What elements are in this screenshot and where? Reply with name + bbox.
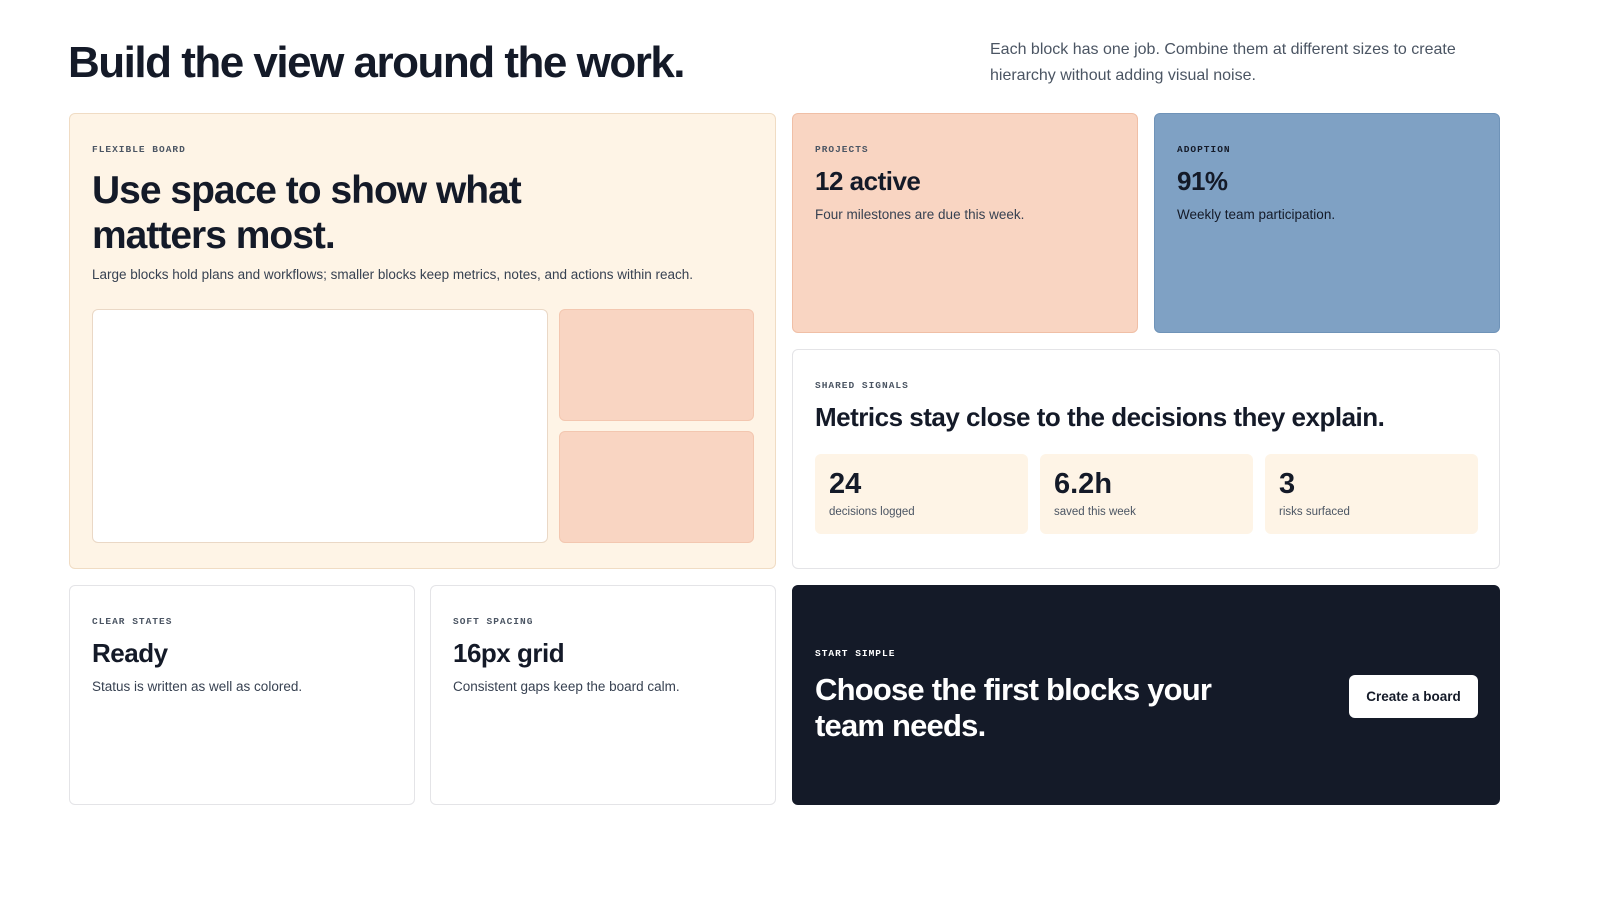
metric-value: 24 [829, 468, 862, 500]
card-label: PROJECTS [815, 144, 869, 155]
clear-states-card: CLEAR STATES Ready Status is written as … [69, 585, 415, 805]
page-description: Each block has one job. Combine them at … [990, 41, 1456, 84]
card-label: CLEAR STATES [92, 616, 173, 627]
start-simple-card: START SIMPLE Choose the first blocks you… [792, 585, 1500, 805]
card-value: 16px grid [453, 638, 565, 668]
card-text: Four milestones are due this week. [815, 207, 1025, 222]
metric: 3 risks surfaced [1265, 454, 1478, 534]
board-tile [559, 431, 754, 543]
card-label: FLEXIBLE BOARD [92, 144, 186, 155]
board-tile [559, 309, 754, 421]
metric-label: decisions logged [829, 506, 915, 518]
card-title: Metrics stay close to the decisions they… [815, 402, 1385, 432]
soft-spacing-card: SOFT SPACING 16px grid Consistent gaps k… [430, 585, 776, 805]
card-label: START SIMPLE [815, 648, 896, 659]
card-title: Use space to show what matters most. [92, 169, 522, 257]
card-title: Choose the first blocks your team needs. [815, 672, 1212, 743]
card-value: Ready [92, 638, 168, 668]
shared-signals-card: SHARED SIGNALS Metrics stay close to the… [792, 349, 1500, 569]
card-label: ADOPTION [1177, 144, 1231, 155]
page-title: Build the view around the work. [68, 38, 686, 87]
card-text: Consistent gaps keep the board calm. [453, 679, 680, 694]
board-panel [92, 309, 548, 543]
create-board-button[interactable]: Create a board [1349, 675, 1478, 718]
card-label: SOFT SPACING [453, 616, 534, 627]
adoption-card: ADOPTION 91% Weekly team participation. [1154, 113, 1500, 333]
card-text: Weekly team participation. [1177, 207, 1336, 222]
flexible-board-card: FLEXIBLE BOARD Use space to show what ma… [69, 113, 776, 569]
card-label: SHARED SIGNALS [815, 380, 909, 391]
card-text: Status is written as well as colored. [92, 679, 303, 694]
metric-value: 3 [1279, 468, 1296, 500]
card-value: 12 active [815, 166, 921, 196]
metric: 24 decisions logged [815, 454, 1028, 534]
metric: 6.2h saved this week [1040, 454, 1253, 534]
card-value: 91% [1177, 166, 1228, 196]
metric-label: risks surfaced [1279, 506, 1350, 518]
projects-card: PROJECTS 12 active Four milestones are d… [792, 113, 1138, 333]
metric-value: 6.2h [1054, 468, 1113, 500]
metric-label: saved this week [1054, 506, 1136, 518]
card-text: Large blocks hold plans and workflows; s… [92, 267, 694, 282]
